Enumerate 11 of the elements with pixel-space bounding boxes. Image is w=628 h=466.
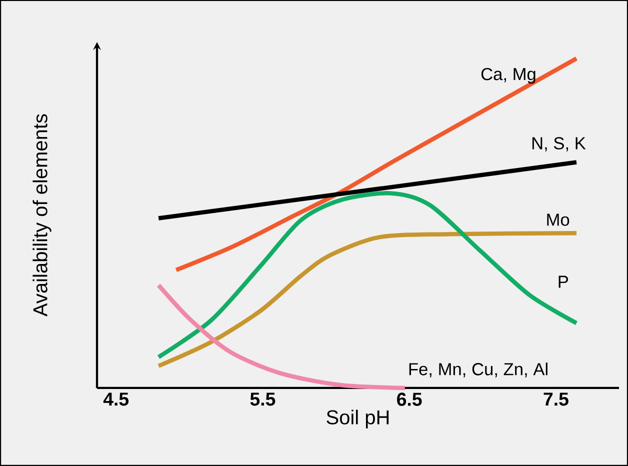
x-tick-label: 7.5 bbox=[544, 392, 568, 406]
series-label: Mo bbox=[547, 214, 570, 226]
series-label: Ca, Mg bbox=[481, 68, 536, 84]
series-label: P bbox=[558, 276, 568, 288]
x-tick-label: 6.5 bbox=[397, 392, 422, 406]
x-tick-label: 5.5 bbox=[250, 392, 276, 406]
series-label: Fe, Mn, Cu, Zn, Al bbox=[409, 362, 548, 378]
x-tick-label: 4.5 bbox=[103, 392, 129, 406]
y-axis-title: Availability of elements bbox=[32, 114, 52, 316]
x-axis-title: Soil pH bbox=[326, 410, 389, 428]
series-label: N, S, K bbox=[532, 137, 586, 152]
